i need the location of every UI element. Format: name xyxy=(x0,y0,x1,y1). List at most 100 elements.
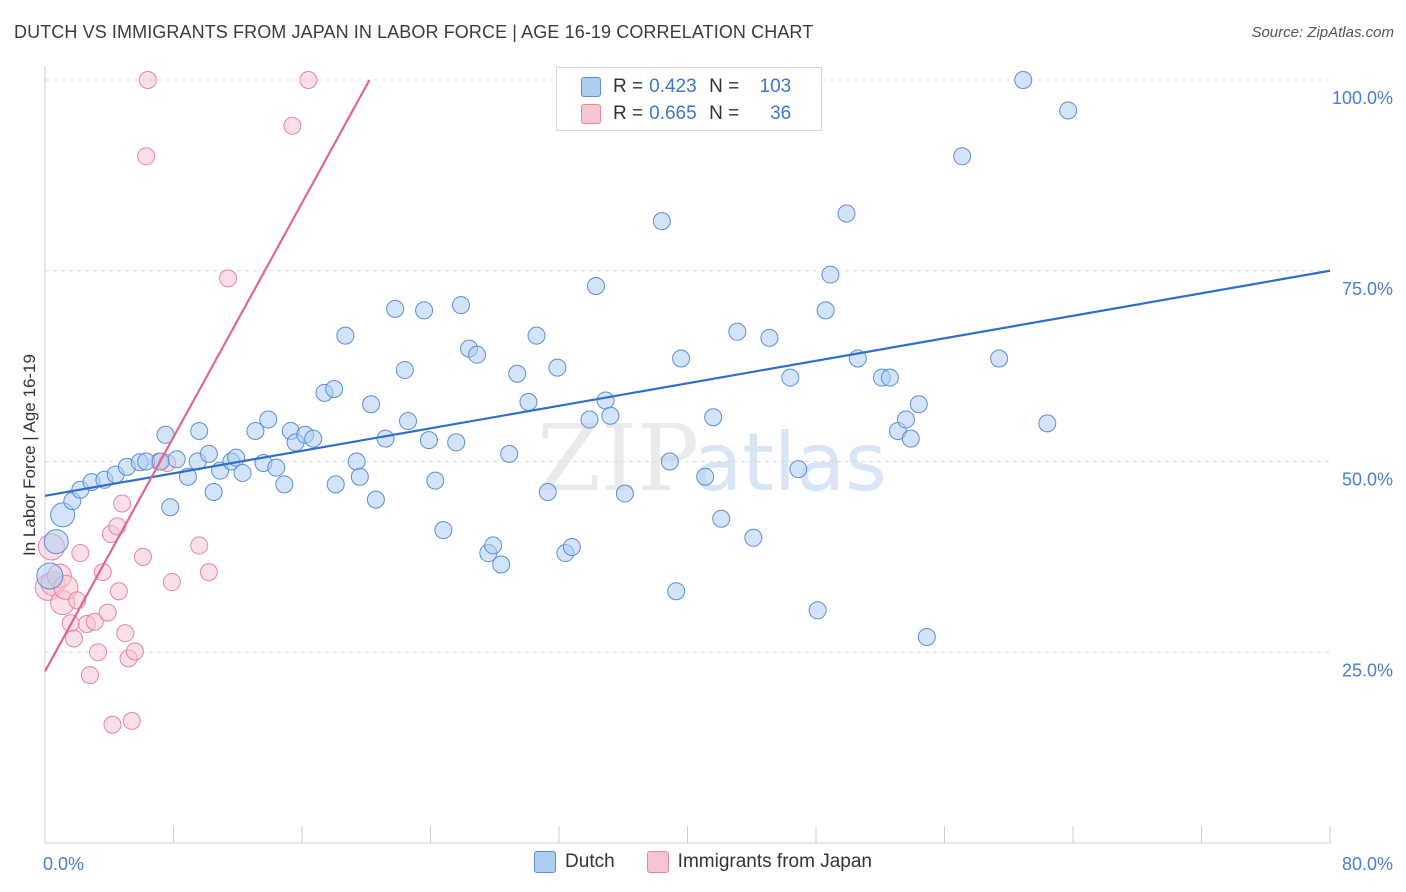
dutch-point xyxy=(781,368,800,387)
dutch-point xyxy=(712,509,731,528)
dutch-point xyxy=(362,395,381,414)
dutch-point xyxy=(696,467,715,486)
dutch-point xyxy=(672,349,691,368)
dutch-point xyxy=(596,391,615,410)
n-label: N = xyxy=(709,103,740,124)
japan-point xyxy=(116,624,135,643)
dutch-point xyxy=(990,349,1009,368)
dutch-point xyxy=(43,529,69,555)
japan-point xyxy=(80,666,99,685)
legend-label-dutch: Dutch xyxy=(565,851,615,872)
japan-swatch xyxy=(581,104,601,124)
japan-point xyxy=(125,642,144,661)
source-label: Source: ZipAtlas.com xyxy=(1251,24,1394,41)
dutch-point xyxy=(304,429,323,448)
japan-point xyxy=(89,643,108,662)
y-tick-label: 75.0% xyxy=(1342,279,1393,299)
dutch-point xyxy=(808,601,827,620)
dutch-point xyxy=(419,431,438,450)
dutch-point xyxy=(426,471,445,490)
legend-item-japan[interactable]: Immigrants from Japan xyxy=(646,851,872,873)
dutch-point xyxy=(821,265,840,284)
dutch-point xyxy=(1038,414,1057,433)
r-value-dutch: 0.423 xyxy=(649,76,697,97)
r-label: R = xyxy=(613,103,644,124)
trend-lines xyxy=(44,79,1331,672)
dutch-point xyxy=(434,521,453,540)
dutch-point xyxy=(267,458,286,477)
n-label: N = xyxy=(709,76,740,97)
japan-point xyxy=(85,612,104,631)
japan-point xyxy=(299,71,318,89)
dutch-point xyxy=(347,452,366,471)
dutch-point xyxy=(601,406,620,425)
dutch-point xyxy=(350,467,369,486)
dutch-point xyxy=(500,444,519,463)
dutch-point xyxy=(789,460,808,479)
dutch-point xyxy=(519,392,538,411)
n-value-dutch: 103 xyxy=(759,76,792,97)
series-immigrants-from-japan xyxy=(34,71,318,734)
dutch-point xyxy=(660,452,679,471)
dutch-point xyxy=(336,326,355,345)
dutch-point xyxy=(538,483,557,502)
dutch-point xyxy=(484,536,503,555)
dutch-point xyxy=(366,490,385,509)
japan-point xyxy=(199,563,218,582)
japan-point xyxy=(219,269,238,288)
dutch-point xyxy=(259,410,278,429)
dutch-point xyxy=(917,627,936,646)
axes xyxy=(44,66,1331,844)
japan-legend-swatch xyxy=(646,851,669,873)
japan-point xyxy=(64,629,83,648)
stats-row-dutch: R = 0.423 N = 103 xyxy=(581,74,791,100)
dutch-point xyxy=(415,301,434,320)
dutch-point xyxy=(1014,71,1033,89)
japan-point xyxy=(71,544,90,563)
japan-trend-line xyxy=(44,79,371,672)
dutch-point xyxy=(190,421,209,440)
japan-point xyxy=(138,71,157,89)
japan-point xyxy=(113,494,132,513)
dutch-point xyxy=(376,429,395,448)
dutch-point xyxy=(36,562,64,590)
dutch-point xyxy=(562,537,581,556)
dutch-point xyxy=(386,299,405,318)
dutch-point xyxy=(704,408,723,427)
dutch-trend-line xyxy=(44,269,1331,497)
dutch-point xyxy=(1059,101,1078,120)
dutch-point xyxy=(492,555,511,574)
dutch-point xyxy=(325,380,344,399)
dutch-point xyxy=(468,345,487,364)
dutch-point xyxy=(615,484,634,503)
dutch-point xyxy=(667,582,686,601)
dutch-point xyxy=(816,301,835,320)
japan-point xyxy=(108,517,127,536)
r-value-japan: 0.665 xyxy=(649,103,697,124)
dutch-legend-swatch xyxy=(534,851,557,873)
legend-label-japan: Immigrants from Japan xyxy=(677,851,872,872)
japan-point xyxy=(93,563,112,582)
japan-point xyxy=(190,536,209,555)
japan-point xyxy=(137,147,156,166)
dutch-point xyxy=(199,444,218,463)
legend-item-dutch[interactable]: Dutch xyxy=(534,851,615,873)
dutch-point xyxy=(233,463,252,482)
dutch-point xyxy=(652,212,671,231)
n-value-japan: 36 xyxy=(770,103,792,124)
dutch-point xyxy=(586,277,605,296)
dutch-point xyxy=(896,410,915,429)
dutch-point xyxy=(508,364,527,383)
dutch-point xyxy=(395,360,414,379)
dutch-point xyxy=(161,498,180,517)
stats-legend: R = 0.423 N = 103 R = 0.665 N = 36 xyxy=(556,67,822,131)
dutch-point xyxy=(326,475,345,494)
japan-point xyxy=(98,603,117,622)
dutch-swatch xyxy=(581,77,601,97)
dutch-point xyxy=(580,410,599,429)
y-tick-label: 25.0% xyxy=(1342,660,1393,680)
dutch-point xyxy=(399,412,418,431)
series-legend: Dutch Immigrants from Japan xyxy=(0,851,1406,873)
japan-point xyxy=(122,711,141,730)
japan-point xyxy=(162,573,181,592)
